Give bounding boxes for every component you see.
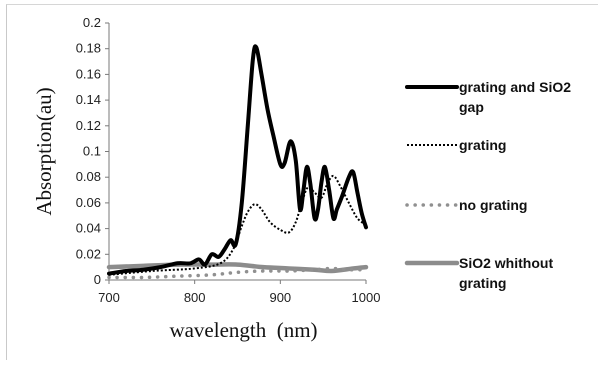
- y-tick-label: 0.06: [76, 195, 101, 210]
- y-tick-label: 0.16: [76, 66, 101, 81]
- plot-area: [106, 44, 369, 280]
- y-tick-label: 0.04: [76, 221, 101, 236]
- chart-svg: 00.020.040.060.080.10.120.140.160.180.2 …: [32, 15, 571, 342]
- series-line-1: [107, 44, 368, 276]
- y-axis-ticks: 0 0.02 0.04 0.06 0.08 0.1 0.12 0.14 0.16 0.18 0.2: [76, 15, 109, 287]
- y-tick-label: 0.1: [83, 144, 101, 159]
- series-line-3: [107, 266, 368, 280]
- chart-frame: 0 0.02 0.04 0.06 0.08 0.1 0.12 0.14 0.16 0.18 0.2 …: [6, 4, 598, 360]
- x-tick-label: 800: [184, 290, 206, 305]
- x-tick-label: 700: [98, 290, 120, 305]
- x-tick-label: 1000: [352, 290, 381, 305]
- x-tick-label: 900: [269, 290, 291, 305]
- legend-label-1: gap: [459, 99, 484, 115]
- y-tick-label: 0.18: [76, 41, 101, 56]
- y-tick-label: 0.02: [76, 246, 101, 261]
- legend: grating and SiO2 gap grating no grating SiO2…: [404, 79, 571, 291]
- y-tick-label: 0.14: [76, 92, 101, 107]
- series-line-2: [108, 174, 367, 276]
- legend-label-4: grating: [459, 275, 506, 291]
- y-axis-title: Absorption(au): [32, 87, 56, 215]
- y-tick-label: 0: [94, 272, 101, 287]
- x-axis-ticks: 700 800 900 1000: [98, 280, 380, 305]
- legend-label-1: grating and SiO2: [459, 79, 571, 95]
- legend-label-2: grating: [459, 137, 506, 153]
- y-tick-label: 0.08: [76, 169, 101, 184]
- legend-label-3: no grating: [459, 197, 527, 213]
- x-axis-title: wavelength (nm): [169, 318, 317, 342]
- y-tick-label: 0.12: [76, 118, 101, 133]
- legend-label-4: SiO2 whithout: [459, 255, 553, 271]
- y-tick-label: 0.2: [83, 15, 101, 30]
